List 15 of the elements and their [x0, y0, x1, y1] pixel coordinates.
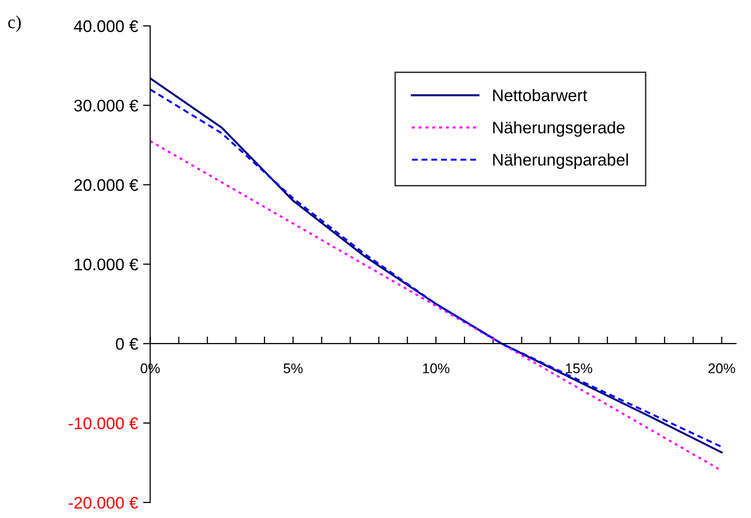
- y-tick-label: 40.000 €: [74, 20, 138, 32]
- text: c): [8, 16, 21, 32]
- legend-label: Näherungsparabel: [493, 153, 628, 169]
- legend-label: Näherungsgerade: [493, 121, 625, 137]
- x-tick-label: 20%: [708, 363, 736, 374]
- x-tick-label: 5%: [284, 363, 303, 374]
- y-tick-label: -10.000 €: [68, 417, 138, 430]
- y-tick-label: 10.000 €: [74, 258, 138, 270]
- y-tick-label: -20.000 €: [68, 496, 138, 509]
- x-tick-label: 15%: [566, 363, 592, 374]
- y-tick-label: 30.000 €: [74, 100, 138, 112]
- y-tick-label: 0 €: [116, 338, 138, 350]
- y-tick-label: 20.000 €: [74, 179, 138, 191]
- x-tick-label: 10%: [423, 363, 450, 374]
- legend-label: Nettobarwert: [493, 89, 588, 102]
